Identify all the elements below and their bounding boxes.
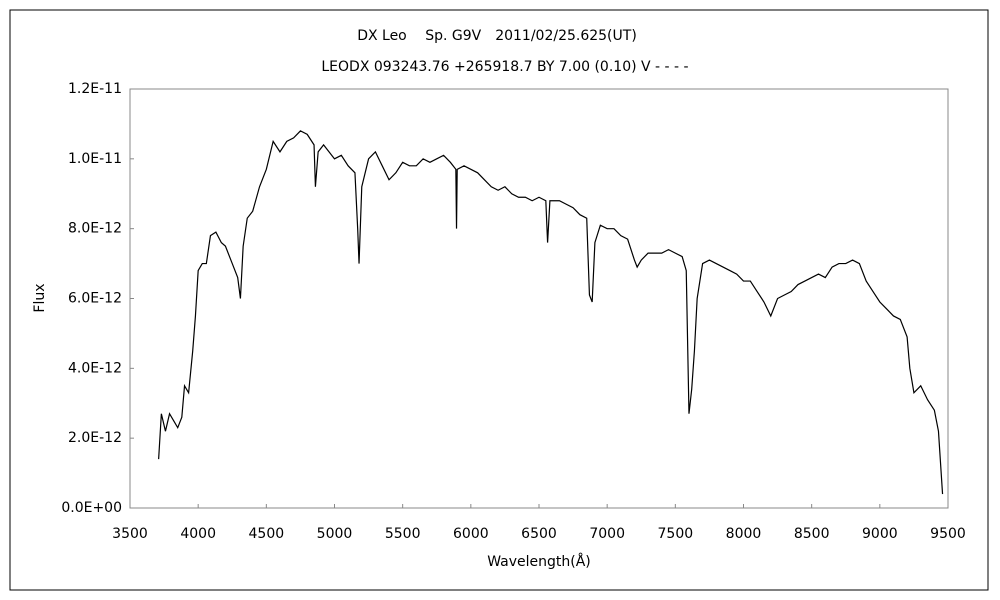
x-tick-label: 5000 xyxy=(317,526,353,542)
spectrum-line xyxy=(158,130,944,495)
x-tick-label: 3500 xyxy=(112,526,148,542)
chart-title: DX Leo Sp. G9V 2011/02/25.625(UT) xyxy=(357,28,637,44)
x-tick-label: 6500 xyxy=(521,526,557,542)
x-tick-label: 8000 xyxy=(726,526,762,542)
chart-subtitle: LEODX 093243.76 +265918.7 BY 7.00 (0.10)… xyxy=(321,59,688,75)
x-tick-label: 5500 xyxy=(385,526,421,542)
x-tick-label: 8500 xyxy=(794,526,830,542)
y-tick-label: 8.0E-12 xyxy=(68,221,122,237)
x-tick-label: 9500 xyxy=(930,526,966,542)
y-tick-label: 2.0E-12 xyxy=(68,430,122,446)
x-axis-label: Wavelength(Å) xyxy=(487,553,591,570)
y-tick-label: 6.0E-12 xyxy=(68,291,122,307)
x-tick-label: 4000 xyxy=(180,526,216,542)
x-tick-label: 7000 xyxy=(589,526,625,542)
chart-frame xyxy=(9,9,989,591)
x-tick-label: 6000 xyxy=(453,526,489,542)
y-tick-label: 1.0E-11 xyxy=(68,151,122,167)
y-axis-label: Flux xyxy=(32,283,48,312)
y-tick-label: 1.2E-11 xyxy=(68,81,122,97)
x-tick-label: 4500 xyxy=(249,526,285,542)
x-tick-label: 7500 xyxy=(658,526,694,542)
y-tick-label: 0.0E+00 xyxy=(61,500,122,516)
x-tick-label: 9000 xyxy=(862,526,898,542)
y-tick-label: 4.0E-12 xyxy=(68,360,122,376)
